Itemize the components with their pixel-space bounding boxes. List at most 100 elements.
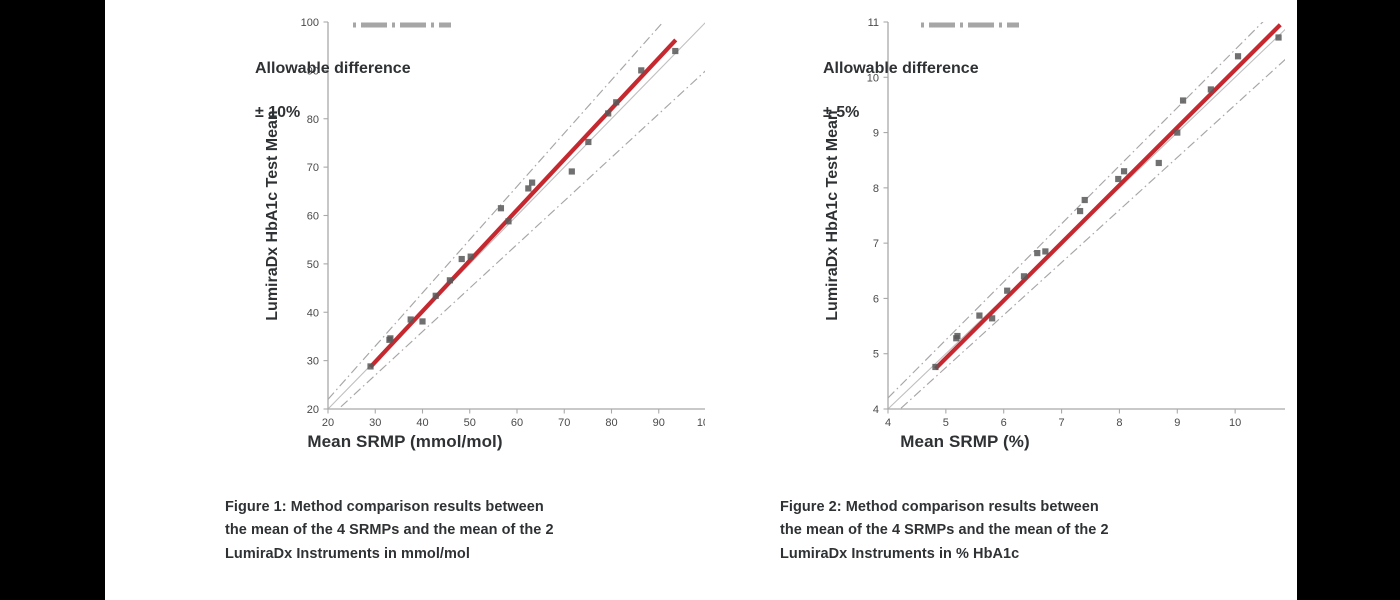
regression-line — [933, 23, 1282, 371]
data-point — [467, 253, 474, 260]
y-axis-tick-label: 30 — [307, 356, 319, 368]
figure-1-legend-label: Allowable difference ± 10% — [255, 36, 411, 124]
lower-allowable-limit-line — [899, 58, 1285, 409]
figure-2-legend-line1: Allowable difference — [823, 60, 979, 78]
y-axis-tick-label: 8 — [873, 183, 879, 195]
upper-allowable-limit-line — [328, 22, 664, 400]
y-axis-tick-label: 90 — [307, 65, 319, 77]
right-frame-bar — [1297, 0, 1400, 600]
y-axis-tick-label: 70 — [307, 162, 319, 174]
y-axis-tick-label: 100 — [301, 17, 319, 29]
data-point — [1115, 175, 1122, 183]
data-point — [932, 363, 939, 371]
lower-allowable-limit-line — [337, 70, 705, 409]
x-axis-tick-label: 9 — [1174, 417, 1180, 429]
y-axis-title: LumiraDx HbA1c Test Mean — [264, 110, 281, 320]
data-point — [505, 218, 512, 225]
figure-2-x-axis-title: Mean SRMP (%) — [900, 432, 1030, 451]
x-axis-tick-label: 80 — [605, 417, 617, 429]
data-point — [1020, 273, 1028, 280]
data-point — [1179, 97, 1187, 104]
figure-2-caption: Figure 2: Method comparison results betw… — [780, 499, 1109, 562]
figure-1-block: 20 30 40 50 60 70 80 90 100 20 30 40 50 60 70 80 90 100 Lu… — [105, 0, 705, 600]
data-point — [525, 185, 532, 192]
x-axis-tick-label: 4 — [885, 417, 891, 429]
data-point-group — [932, 34, 1282, 371]
x-axis-tick-label: 40 — [416, 417, 428, 429]
regression-line — [368, 38, 678, 369]
figure-2-block: 45678910114567891011LumiraDx HbA1c Test … — [665, 0, 1285, 600]
data-point — [1034, 249, 1041, 257]
figure-1-legend-line2: ± 10% — [255, 104, 301, 122]
y-axis-tick-label: 20 — [307, 404, 319, 416]
figure-2-legend-line2: ± 5% — [823, 104, 860, 122]
figure-1-x-axis-title: Mean SRMP (mmol/mol) — [307, 432, 503, 451]
x-axis-tick-label: 7 — [1059, 417, 1065, 429]
data-point — [367, 363, 374, 370]
x-axis-tick-label: 60 — [511, 417, 523, 429]
y-axis-tick-label: 50 — [307, 259, 319, 271]
data-point — [954, 332, 961, 340]
data-point — [419, 318, 426, 325]
data-point — [1004, 287, 1011, 294]
data-point-group — [367, 47, 679, 370]
x-axis-tick-label: 50 — [464, 417, 476, 429]
data-point — [638, 67, 645, 74]
data-point — [1174, 129, 1181, 136]
data-point — [1155, 159, 1162, 167]
y-axis-tick-label: 5 — [873, 349, 879, 361]
x-axis-tick-label: 20 — [322, 417, 334, 429]
x-axis-tick-label: 8 — [1116, 417, 1122, 429]
data-point — [976, 312, 983, 319]
data-point — [1207, 86, 1214, 93]
data-point — [1042, 248, 1049, 255]
figure-2-chart-svg: 45678910114567891011LumiraDx HbA1c Test … — [824, 17, 1285, 429]
data-point — [407, 316, 414, 323]
data-point — [585, 138, 592, 146]
figure-2-plot-area: 45678910114567891011LumiraDx HbA1c Test … — [665, 0, 1285, 470]
figure-1-legend-line1: Allowable difference — [255, 60, 411, 78]
data-point — [605, 110, 612, 117]
data-point — [446, 277, 454, 284]
y-axis-tick-label: 10 — [867, 72, 879, 84]
x-axis-tick-label: 30 — [369, 417, 381, 429]
y-axis-tick-label: 40 — [307, 307, 319, 319]
figure-2-legend-label: Allowable difference ± 5% — [823, 36, 979, 124]
x-axis-tick-label: 6 — [1001, 417, 1007, 429]
y-axis-tick-label: 6 — [873, 293, 879, 305]
plot-content — [888, 22, 1285, 409]
figure-1-caption: Figure 1: Method comparison results betw… — [225, 499, 554, 562]
plot-content — [328, 22, 705, 409]
y-axis-tick-label: 4 — [873, 404, 879, 416]
y-axis-tick-label: 11 — [868, 17, 879, 29]
data-point — [1081, 196, 1088, 204]
x-axis-tick-label: 10 — [1229, 417, 1241, 429]
data-point — [672, 47, 679, 55]
data-point — [989, 315, 996, 322]
figure-1-chart-svg: 20 30 40 50 60 70 80 90 100 20 30 40 50 60 70 80 90 100 Lu… — [264, 17, 705, 429]
y-axis-tick-label: 9 — [873, 128, 879, 140]
data-point — [432, 292, 439, 299]
data-point — [568, 168, 575, 175]
data-point — [497, 205, 505, 212]
data-point — [1076, 207, 1084, 215]
data-point — [1234, 53, 1242, 60]
y-axis-tick-label: 60 — [307, 211, 319, 223]
figure-1-plot-area: 20 30 40 50 60 70 80 90 100 20 30 40 50 60 70 80 90 100 Lu… — [105, 0, 705, 470]
left-frame-bar — [0, 0, 105, 600]
y-axis-title: LumiraDx HbA1c Test Mean — [824, 110, 841, 320]
x-axis-tick-label: 90 — [653, 417, 665, 429]
data-point — [613, 99, 620, 106]
y-axis-tick-label: 7 — [873, 238, 879, 250]
data-point — [1120, 168, 1128, 175]
y-axis-tick-label: 80 — [307, 114, 319, 126]
data-point — [1275, 34, 1282, 41]
x-axis-tick-label: 5 — [943, 417, 949, 429]
data-point — [529, 179, 536, 186]
x-axis-tick-label: 70 — [558, 417, 570, 429]
page-canvas: 20 30 40 50 60 70 80 90 100 20 30 40 50 60 70 80 90 100 Lu… — [105, 0, 1297, 600]
data-point — [387, 335, 394, 342]
data-point — [458, 255, 465, 263]
upper-allowable-limit-line — [888, 22, 1264, 399]
